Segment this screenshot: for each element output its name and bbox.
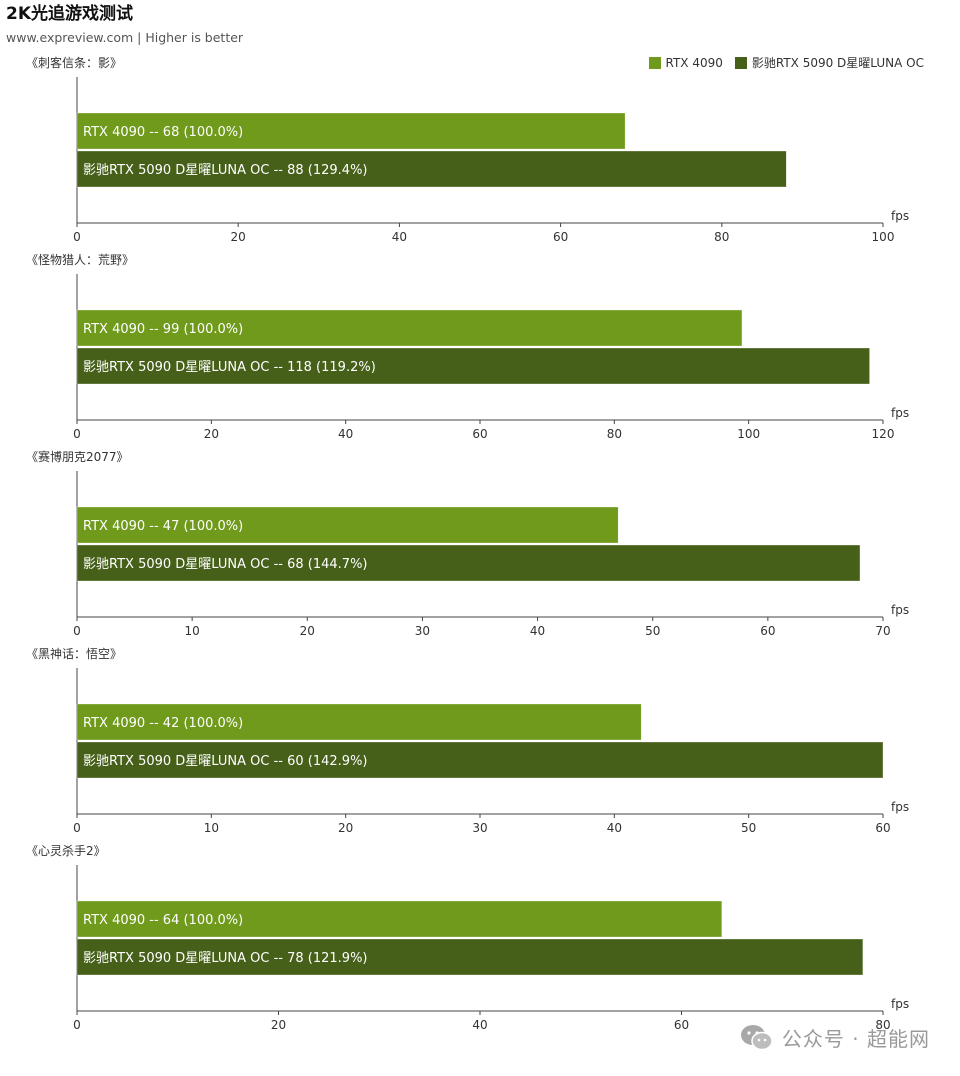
x-axis-unit-label: fps (891, 209, 909, 223)
x-tick-label: 60 (472, 427, 487, 441)
bar-data-label: RTX 4090 -- 42 (100.0%) (83, 716, 243, 731)
legend-swatch-rtx5090 (734, 56, 747, 69)
x-tick-label: 40 (607, 821, 622, 835)
x-tick-label: 50 (741, 821, 756, 835)
x-tick-label: 100 (872, 230, 895, 244)
x-tick-label: 80 (607, 427, 622, 441)
bar (76, 347, 870, 385)
x-tick-label: 60 (553, 230, 568, 244)
x-tick-label: 40 (338, 427, 353, 441)
x-tick-label: 0 (73, 821, 81, 835)
bar-data-label: 影驰RTX 5090 D星曜LUNA OC -- 68 (144.7%) (83, 557, 368, 572)
x-tick-label: 20 (204, 427, 219, 441)
legend-swatch-rtx4090 (648, 56, 661, 69)
x-tick-label: 40 (472, 1018, 487, 1032)
x-tick-label: 60 (674, 1018, 689, 1032)
x-tick-label: 30 (472, 821, 487, 835)
bar (76, 900, 723, 938)
page-subtitle: www.expreview.com | Higher is better (6, 30, 244, 45)
bar-data-label: 影驰RTX 5090 D星曜LUNA OC -- 118 (119.2%) (83, 360, 376, 375)
x-axis-unit-label: fps (891, 800, 909, 814)
page-title: 2K光追游戏测试 (6, 4, 134, 24)
watermark: 公众号 · 超能网 (740, 1023, 930, 1052)
x-tick-label: 10 (204, 821, 219, 835)
x-tick-label: 20 (271, 1018, 286, 1032)
x-tick-label: 100 (737, 427, 760, 441)
panel-title: 《刺客信条：影》 (26, 55, 122, 70)
bar (76, 938, 864, 976)
x-tick-label: 20 (231, 230, 246, 244)
x-axis-unit-label: fps (891, 603, 909, 617)
legend-label-rtx5090: 影驰RTX 5090 D星曜LUNA OC (751, 56, 924, 70)
x-tick-label: 50 (645, 624, 660, 638)
x-tick-label: 60 (875, 821, 890, 835)
legend-label-rtx4090: RTX 4090 (665, 55, 723, 70)
x-tick-label: 0 (73, 624, 81, 638)
legend: RTX 4090 影驰RTX 5090 D星曜LUNA OC (648, 54, 924, 71)
panel-title: 《黑神话：悟空》 (26, 646, 122, 661)
bar (76, 112, 626, 150)
panel-title: 《赛博朋克2077》 (26, 449, 129, 464)
x-axis-unit-label: fps (891, 406, 909, 420)
bar (76, 703, 642, 741)
x-tick-label: 40 (530, 624, 545, 638)
bar (76, 506, 619, 544)
bar-data-label: 影驰RTX 5090 D星曜LUNA OC -- 60 (142.9%) (83, 754, 368, 769)
x-tick-label: 70 (875, 624, 890, 638)
legend-item-rtx4090: RTX 4090 (648, 54, 723, 71)
x-tick-label: 30 (415, 624, 430, 638)
panel-title: 《怪物猎人：荒野》 (26, 253, 134, 267)
x-tick-label: 20 (338, 821, 353, 835)
legend-item-rtx5090: 影驰RTX 5090 D星曜LUNA OC (734, 54, 924, 71)
watermark-text: 公众号 · 超能网 (781, 1027, 930, 1051)
bar (76, 741, 884, 779)
bar (76, 309, 743, 347)
x-tick-label: 0 (73, 230, 81, 244)
x-tick-label: 80 (875, 1018, 890, 1032)
x-tick-label: 120 (872, 427, 895, 441)
x-tick-label: 0 (73, 427, 81, 441)
x-tick-label: 80 (714, 230, 729, 244)
x-tick-label: 10 (185, 624, 200, 638)
x-axis-unit-label: fps (891, 997, 909, 1011)
bar-data-label: 影驰RTX 5090 D星曜LUNA OC -- 78 (121.9%) (83, 951, 368, 966)
bar-data-label: RTX 4090 -- 64 (100.0%) (83, 913, 243, 928)
bar (76, 150, 787, 188)
wechat-icon (740, 1024, 773, 1050)
bar-data-label: 影驰RTX 5090 D星曜LUNA OC -- 88 (129.4%) (83, 163, 368, 178)
bar-data-label: RTX 4090 -- 68 (100.0%) (83, 125, 243, 140)
panel-title: 《心灵杀手2》 (26, 843, 106, 858)
x-tick-label: 60 (760, 624, 775, 638)
bar (76, 544, 861, 582)
bar-data-label: RTX 4090 -- 99 (100.0%) (83, 322, 243, 337)
x-tick-label: 0 (73, 1018, 81, 1032)
bar-data-label: RTX 4090 -- 47 (100.0%) (83, 519, 243, 534)
chart-header: 2K光追游戏测试 www.expreview.com | Higher is b… (6, 3, 243, 46)
x-tick-label: 20 (300, 624, 315, 638)
x-tick-label: 40 (392, 230, 407, 244)
